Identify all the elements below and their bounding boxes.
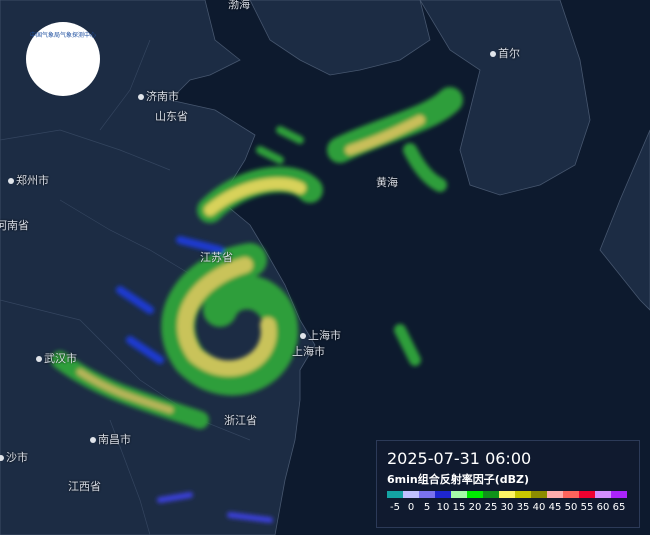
place-name: 上海市 xyxy=(292,345,325,358)
place-label: 江西省 xyxy=(68,478,101,494)
legend-swatch xyxy=(419,491,435,498)
place-name: 渤海 xyxy=(228,0,250,11)
place-name: 首尔 xyxy=(498,47,520,60)
place-label: 南昌市 xyxy=(90,431,131,447)
legend-swatch xyxy=(595,491,611,498)
place-name: 江苏省 xyxy=(200,251,233,264)
place-label: 上海市 xyxy=(300,327,341,343)
city-dot xyxy=(36,356,42,362)
legend-level: 65 xyxy=(612,502,626,513)
place-name: 河南省 xyxy=(0,219,29,232)
legend-level: 10 xyxy=(436,502,450,513)
place-label: 河南省 xyxy=(0,217,29,233)
legend-level: 60 xyxy=(596,502,610,513)
legend-swatch xyxy=(387,491,403,498)
legend-level: 45 xyxy=(548,502,562,513)
place-name: 沙市 xyxy=(6,451,28,464)
legend-level: -5 xyxy=(390,502,400,513)
legend-level: 30 xyxy=(500,502,514,513)
legend-levels: -5 0 5 10 15 20 25 30 35 40 45 50 55 60 65 xyxy=(387,498,629,513)
legend-swatch xyxy=(611,491,627,498)
place-label: 沙市 xyxy=(0,449,28,465)
legend-level: 15 xyxy=(452,502,466,513)
legend-level: 35 xyxy=(516,502,530,513)
legend-swatch xyxy=(531,491,547,498)
legend-swatch xyxy=(499,491,515,498)
place-label: 济南市 xyxy=(138,88,179,104)
timestamp: 2025-07-31 06:00 xyxy=(387,449,532,468)
legend-level: 20 xyxy=(468,502,482,513)
korea-land xyxy=(419,0,591,196)
place-label: 渤海 xyxy=(228,0,250,12)
logo: 中国气象局气象探测中心 xyxy=(26,22,100,96)
legend-swatch xyxy=(467,491,483,498)
place-name: 浙江省 xyxy=(224,414,257,427)
japan-land xyxy=(599,129,650,311)
place-name: 上海市 xyxy=(308,329,341,342)
place-name: 武汉市 xyxy=(44,352,77,365)
legend-level: 55 xyxy=(580,502,594,513)
legend-level: 5 xyxy=(423,502,431,513)
legend-swatches xyxy=(387,491,629,498)
city-dot xyxy=(90,437,96,443)
place-label: 上海市 xyxy=(292,343,325,359)
place-label: 黄海 xyxy=(376,174,398,190)
legend-swatch xyxy=(435,491,451,498)
city-dot xyxy=(138,94,144,100)
legend-swatch xyxy=(403,491,419,498)
place-name: 济南市 xyxy=(146,90,179,103)
legend-level: 50 xyxy=(564,502,578,513)
logo-text: 中国气象局气象探测中心 xyxy=(29,32,96,39)
place-label: 郑州市 xyxy=(8,172,49,188)
legend-level: 0 xyxy=(407,502,415,513)
place-name: 郑州市 xyxy=(16,174,49,187)
legend-title: 6min组合反射率因子(dBZ) xyxy=(387,473,530,486)
place-name: 黄海 xyxy=(376,176,398,189)
place-label: 首尔 xyxy=(490,45,520,61)
radar-echoes xyxy=(51,87,463,523)
legend-level: 40 xyxy=(532,502,546,513)
legend-swatch xyxy=(451,491,467,498)
legend-swatch xyxy=(483,491,499,498)
province-borders xyxy=(0,39,251,535)
legend-swatch xyxy=(563,491,579,498)
liaodong-land xyxy=(249,0,431,76)
place-label: 山东省 xyxy=(155,108,188,124)
legend: 2025-07-31 06:00 6min组合反射率因子(dBZ) -5 0 5 10… xyxy=(376,440,640,528)
legend-swatch xyxy=(579,491,595,498)
city-dot xyxy=(8,178,14,184)
place-label: 江苏省 xyxy=(200,249,233,265)
legend-swatch xyxy=(547,491,563,498)
place-label: 浙江省 xyxy=(224,412,257,428)
place-label: 武汉市 xyxy=(36,350,77,366)
legend-swatch xyxy=(515,491,531,498)
legend-level: 25 xyxy=(484,502,498,513)
city-dot xyxy=(490,51,496,57)
city-dot xyxy=(0,455,4,461)
place-name: 山东省 xyxy=(155,110,188,123)
city-dot xyxy=(300,333,306,339)
place-name: 江西省 xyxy=(68,480,101,493)
china-land xyxy=(0,0,316,535)
place-name: 南昌市 xyxy=(98,433,131,446)
